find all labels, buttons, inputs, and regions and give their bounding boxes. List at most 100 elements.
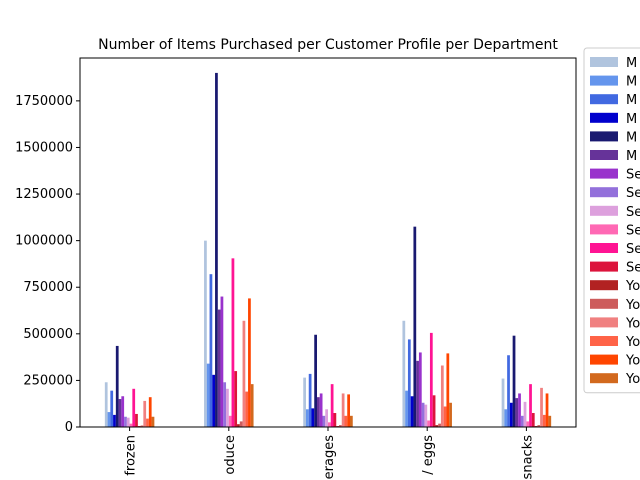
legend-label: M <box>626 149 637 164</box>
y-tick-label: 1750000 <box>15 94 73 109</box>
bar-series-7-dairy-eggs <box>418 352 422 427</box>
legend-label: Se <box>626 168 640 183</box>
bar-series-18-beverages <box>350 415 353 427</box>
bar-series-15-produce <box>242 320 246 427</box>
y-tick-label: 750000 <box>23 280 73 295</box>
legend-label: Yo <box>625 298 640 313</box>
bar-series-9-dairy-eggs <box>424 404 428 427</box>
x-tick-label: erages <box>322 435 337 480</box>
bar-series-3-snacks <box>507 355 510 427</box>
y-tick-label: 1250000 <box>15 187 73 202</box>
bar-series-3-dairy-eggs <box>407 339 411 427</box>
bar-series-2-dairy-eggs <box>405 390 408 427</box>
legend-swatch <box>590 224 618 235</box>
bar-series-13-produce <box>237 424 240 427</box>
bar-series-12-frozen <box>135 413 138 427</box>
bar-series-14-produce <box>239 421 243 427</box>
legend-swatch <box>590 168 618 179</box>
legend-label: Se <box>626 186 640 201</box>
bar-series-5-snacks <box>512 335 516 427</box>
legend-swatch <box>590 75 618 86</box>
bar-series-11-snacks <box>529 384 532 427</box>
legend-swatch <box>590 298 618 309</box>
bar-series-2-beverages <box>306 409 309 427</box>
bar-series-12-dairy-eggs <box>432 395 436 427</box>
legend-label: M <box>626 130 637 145</box>
bar-series-16-beverages <box>344 415 348 427</box>
bar-series-18-frozen <box>151 416 155 427</box>
bar-series-8-snacks <box>520 415 524 427</box>
chart-title: Number of Items Purchased per Customer P… <box>98 37 558 53</box>
bar-series-8-beverages <box>322 415 326 427</box>
bar-series-10-produce <box>228 415 232 427</box>
bars-group <box>104 72 552 427</box>
legend-swatch <box>590 150 618 160</box>
legend-label: Yo <box>625 372 640 387</box>
bar-series-14-frozen <box>140 425 144 427</box>
bar-series-9-beverages <box>325 409 328 427</box>
bar-series-2-snacks <box>504 409 508 427</box>
legend-label: Yo <box>625 279 640 294</box>
bar-series-2-produce <box>206 363 210 427</box>
legend-label: Se <box>626 242 640 257</box>
legend-swatch <box>590 373 618 384</box>
bar-series-17-frozen <box>148 397 152 427</box>
y-tick-label: 1000000 <box>15 234 73 249</box>
legend-swatch <box>590 261 618 272</box>
bar-series-11-produce <box>231 258 235 427</box>
x-tick-label: / eggs <box>421 435 436 475</box>
legend-swatch <box>590 205 618 216</box>
y-axis: 0 250000 500000 750000 1000000 1250000 1500000… <box>15 94 80 435</box>
bar-series-12-snacks <box>531 413 535 427</box>
bar-series-15-frozen <box>143 400 147 427</box>
bar-series-15-dairy-eggs <box>440 365 444 427</box>
bar-series-7-snacks <box>518 393 521 427</box>
legend-swatch <box>590 57 618 67</box>
bar-series-4-snacks <box>509 402 513 427</box>
legend-swatch <box>590 336 618 346</box>
bar-series-3-beverages <box>308 373 312 427</box>
bar-series-3-produce <box>209 274 213 427</box>
legend-label: M <box>626 75 637 90</box>
bar-series-10-snacks <box>526 421 530 427</box>
x-axis: frozen oduce erages / eggs snacks <box>124 427 535 480</box>
bar-series-12-beverages <box>333 413 337 427</box>
bar-series-1-produce <box>204 240 207 427</box>
bar-series-11-dairy-eggs <box>429 332 433 427</box>
x-tick-label: snacks <box>520 435 535 480</box>
bar-series-7-frozen <box>121 396 125 427</box>
legend-swatch <box>590 317 618 328</box>
legend-swatch <box>590 187 618 198</box>
legend-label: Se <box>626 205 640 220</box>
bar-series-2-frozen <box>107 412 111 427</box>
legend-label: Se <box>626 223 640 238</box>
bar-series-16-dairy-eggs <box>443 406 447 427</box>
bar-series-17-produce <box>248 298 251 427</box>
legend-swatch <box>590 112 618 123</box>
legend-label: M <box>626 93 637 108</box>
bar-series-1-dairy-eggs <box>402 320 406 427</box>
bar-series-6-snacks <box>515 398 519 427</box>
legend-label: Yo <box>625 335 640 350</box>
legend-swatch <box>590 354 618 365</box>
bar-series-10-frozen <box>129 423 133 427</box>
bar-series-6-dairy-eggs <box>416 360 419 427</box>
legend-swatch <box>590 131 618 142</box>
bar-series-5-beverages <box>314 334 317 427</box>
bar-series-6-frozen <box>118 399 122 427</box>
bar-series-9-snacks <box>523 401 527 427</box>
axes-frame <box>79 57 577 428</box>
x-tick-label: oduce <box>223 435 238 475</box>
bar-series-1-snacks <box>501 378 505 427</box>
bar-series-17-snacks <box>545 393 549 427</box>
bar-series-8-dairy-eggs <box>421 402 425 427</box>
legend-swatch <box>590 94 618 105</box>
bar-series-15-beverages <box>341 393 345 427</box>
y-tick-label: 500000 <box>23 327 73 342</box>
bar-series-4-dairy-eggs <box>410 396 414 427</box>
bar-series-4-frozen <box>113 414 116 427</box>
bar-series-6-beverages <box>317 397 320 427</box>
bar-series-14-dairy-eggs <box>438 423 441 427</box>
y-tick-label: 0 <box>65 420 73 435</box>
